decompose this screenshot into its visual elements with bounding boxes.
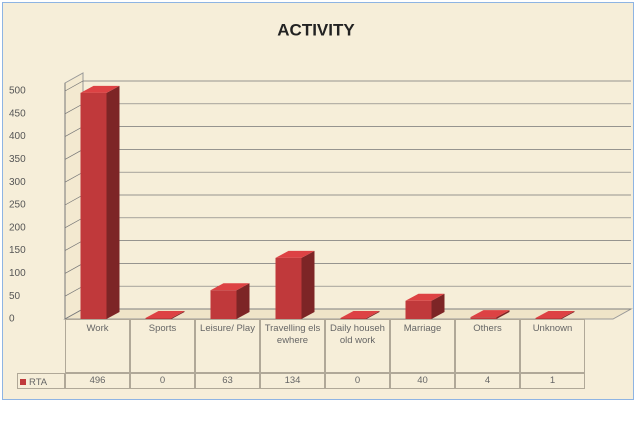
bar-top: [145, 311, 185, 318]
grid-line: [64, 126, 631, 137]
x-tick-label: Unknown: [520, 319, 585, 373]
bar: [470, 317, 497, 319]
y-tick-label: 450: [9, 108, 26, 119]
x-tick-label: Leisure/ Play: [195, 319, 260, 373]
chart-frame: ACTIVITY 0 50 100 150 200 250 300 350 400 450 500 …: [2, 2, 634, 400]
bar: [80, 92, 107, 319]
bar-top: [535, 311, 575, 318]
y-tick-label: 400: [9, 131, 26, 142]
bar-side: [301, 250, 315, 319]
bar: [405, 300, 432, 319]
bar-top: [470, 310, 510, 318]
bar: [145, 318, 172, 319]
table-value: 134: [260, 373, 325, 389]
y-tick-label: 250: [9, 200, 26, 211]
y-tick-label: 50: [9, 291, 21, 302]
grid-line: [64, 171, 631, 183]
y-tick-label: 300: [9, 177, 26, 188]
y-tick-label: 350: [9, 154, 26, 165]
back-wall: [64, 72, 84, 320]
bar-side: [496, 310, 510, 319]
bar: [340, 318, 367, 319]
bar-side: [171, 311, 185, 319]
grid-line: [64, 240, 631, 251]
bar-side: [431, 293, 445, 319]
x-tick-label: Daily household work: [325, 319, 390, 373]
chart-title: ACTIVITY: [277, 20, 355, 39]
table-value: 1: [520, 373, 585, 389]
legend-cell: RTA: [17, 373, 65, 389]
bar: [275, 257, 302, 319]
table-value: 40: [390, 373, 455, 389]
x-tick-label: Marriage: [390, 319, 455, 373]
bar-top: [80, 85, 120, 93]
y-tick-label: 0: [9, 314, 15, 325]
grid-line: [64, 149, 631, 160]
x-tick-label: Work: [65, 319, 130, 373]
bar-side: [561, 311, 575, 319]
grid-line: [64, 194, 631, 206]
chart: ACTIVITY 0 50 100 150 200 250 300 350 400 450 500: [9, 20, 633, 325]
bar-top: [275, 250, 315, 258]
bar-top: [405, 293, 445, 301]
x-tick-label: Sports: [130, 319, 195, 373]
table-value: 0: [325, 373, 390, 389]
y-tick-label: 100: [9, 268, 26, 279]
grid-line: [64, 103, 631, 115]
x-tick-label: Travelling elsewhere: [260, 319, 325, 373]
bar: [210, 290, 237, 319]
table-value: 63: [195, 373, 260, 389]
legend-key: [20, 379, 26, 385]
grid-line: [64, 263, 631, 274]
y-tick-label: 200: [9, 222, 26, 233]
bar-top: [340, 311, 380, 318]
bar-side: [106, 85, 120, 319]
grid-line: [64, 217, 631, 229]
y-tick-label: 150: [9, 245, 26, 256]
bar: [535, 318, 562, 319]
grid-line: [64, 80, 631, 92]
table-value: 496: [65, 373, 130, 389]
bar-side: [366, 311, 380, 319]
x-tick-label: Others: [455, 319, 520, 373]
table-value: 4: [455, 373, 520, 389]
legend-label: RTA: [29, 377, 48, 388]
grid-line: [64, 285, 631, 297]
bar-side: [236, 283, 250, 319]
y-tick-label: 500: [9, 86, 26, 97]
bar-top: [210, 283, 250, 291]
table-value: 0: [130, 373, 195, 389]
